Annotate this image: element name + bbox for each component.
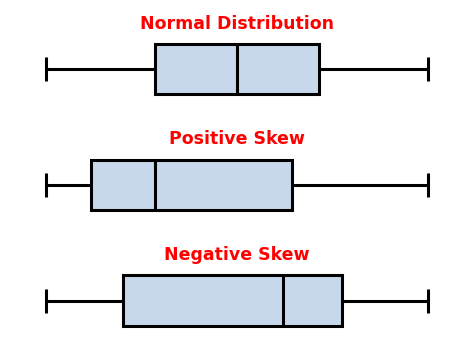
Bar: [91, 160, 292, 210]
Text: Normal Distribution: Normal Distribution: [140, 15, 334, 33]
Text: Negative Skew: Negative Skew: [164, 246, 310, 264]
Text: Positive Skew: Positive Skew: [169, 131, 305, 148]
Bar: [155, 44, 319, 94]
Bar: [123, 275, 342, 326]
